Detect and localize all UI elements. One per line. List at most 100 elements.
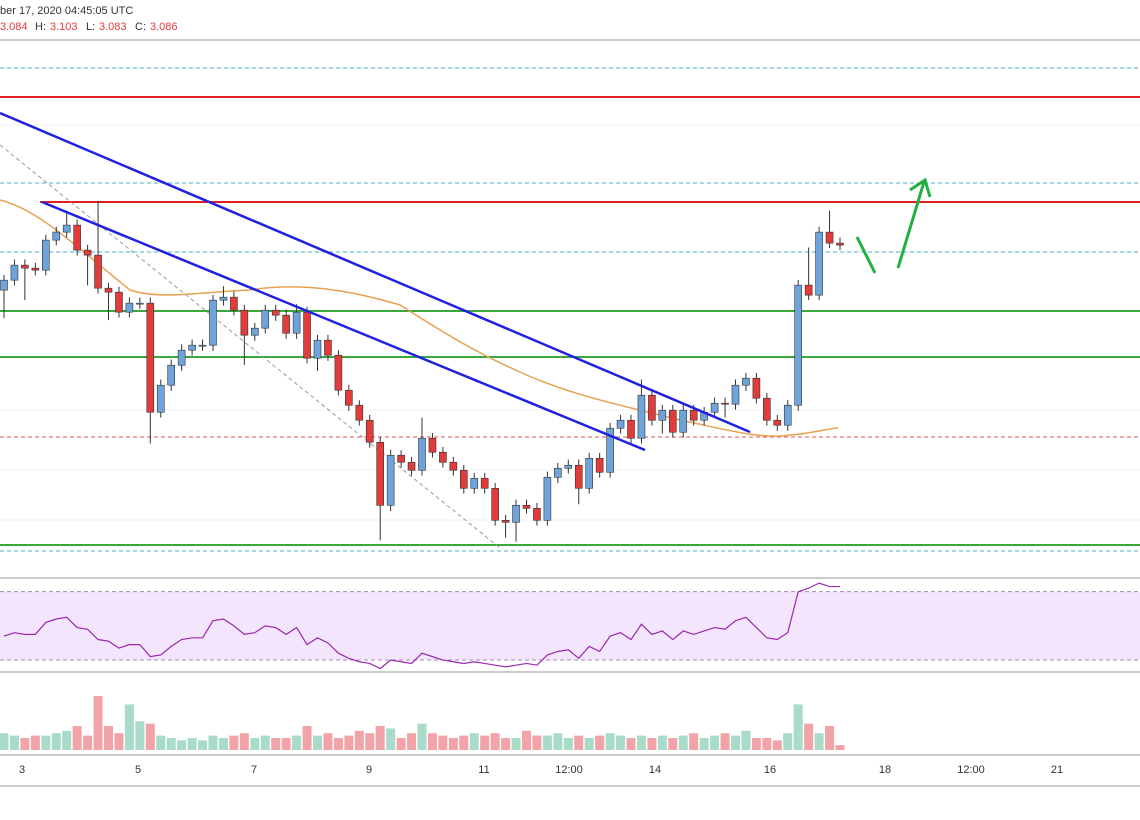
volume-bar (187, 738, 197, 750)
candles (0, 200, 844, 542)
candle-body (292, 311, 301, 334)
volume-bar (480, 735, 490, 750)
candle-body (355, 404, 364, 421)
volume-bar (741, 730, 751, 750)
x-tick-label: 21 (1051, 764, 1063, 776)
volume-panel (0, 696, 845, 750)
candle-body (41, 239, 50, 271)
levels (0, 67, 1140, 552)
candle-body (668, 409, 677, 433)
moving-average (0, 199, 839, 437)
volume-bar (636, 735, 646, 750)
arrow (855, 236, 877, 274)
candle-body (282, 314, 290, 334)
candle-body (73, 224, 81, 251)
candle-body (125, 302, 134, 313)
volume-bar (793, 704, 803, 750)
candle-body (345, 389, 353, 406)
candle-body (240, 309, 249, 336)
close-label: C: (135, 21, 146, 33)
volume-bar (678, 735, 688, 750)
candle-body (783, 404, 792, 426)
volume-bar (731, 735, 740, 750)
panel-separators (0, 39, 1140, 787)
candle-body (648, 394, 656, 421)
candle-body (156, 384, 165, 413)
volume-bar (239, 733, 249, 750)
rsi-panel (0, 582, 1140, 670)
volume-bar (156, 735, 166, 750)
volume-bar (783, 733, 793, 750)
volume-bar (20, 738, 30, 750)
candle-body (83, 249, 92, 256)
volume-bar (772, 740, 782, 750)
candle-body (261, 309, 270, 329)
volume-bar (438, 735, 448, 750)
rsi-band (0, 592, 1140, 660)
candle-body (595, 457, 604, 473)
volume-bar (354, 730, 364, 750)
candle-body (418, 437, 426, 471)
candle-body (742, 377, 750, 386)
low-label: L: (86, 21, 95, 33)
candle-body (480, 477, 489, 489)
candle-body (689, 409, 698, 421)
trend-line (41, 200, 646, 452)
close-value: 3.086 (150, 21, 178, 33)
candle-body (167, 364, 175, 386)
volume-bar (396, 738, 406, 750)
volume-bar (271, 738, 281, 750)
volume-bar (229, 735, 239, 750)
volume-bar (574, 735, 584, 750)
candle-body (428, 437, 437, 453)
candle-body (94, 254, 102, 289)
candle-body (710, 402, 719, 413)
volume-bar (0, 733, 9, 750)
candle-body (313, 339, 322, 359)
volume-bar (30, 735, 40, 750)
volume-bar (386, 728, 396, 750)
volume-bar (135, 721, 145, 750)
volume-bar (522, 730, 531, 750)
candle-body (439, 451, 447, 463)
volume-bar (41, 735, 51, 750)
candle-body (386, 454, 395, 506)
volume-bar (260, 735, 270, 750)
x-tick-label: 9 (366, 764, 372, 776)
volume-bar (417, 723, 427, 750)
candle-body (763, 397, 771, 421)
volume-bar (83, 735, 93, 750)
candle-body (721, 402, 729, 405)
candle-body (533, 507, 541, 521)
candle-body (773, 419, 782, 426)
volume-bar (177, 740, 187, 750)
volume-bar (333, 738, 343, 750)
candle-body (104, 287, 113, 293)
volume-bar (9, 735, 19, 750)
candle-body (574, 464, 583, 489)
candle-body (543, 476, 552, 521)
candle-body (21, 264, 29, 269)
candle-body (230, 296, 238, 311)
candle-body (10, 264, 19, 281)
low-value: 3.083 (99, 21, 127, 33)
candle-body (679, 409, 688, 433)
x-tick-label: 12:00 (957, 764, 985, 776)
volume-bar (427, 733, 437, 750)
arrow (896, 181, 926, 269)
volume-bar (344, 735, 354, 750)
volume-bar (501, 738, 511, 750)
candle-body (804, 284, 813, 296)
volume-bar (375, 726, 385, 750)
volume-bar (208, 735, 218, 750)
volume-bar (710, 735, 720, 750)
candle-body (365, 419, 374, 443)
x-tick-label: 7 (251, 764, 257, 776)
volume-bar (93, 696, 103, 750)
volume-bar (689, 733, 699, 750)
volume-bar (626, 738, 636, 750)
x-tick-label: 16 (764, 764, 776, 776)
header: ber 17, 2020 04:45:05 UTC 3.084 H: 3.103… (0, 5, 178, 33)
volume-bar (605, 733, 615, 750)
